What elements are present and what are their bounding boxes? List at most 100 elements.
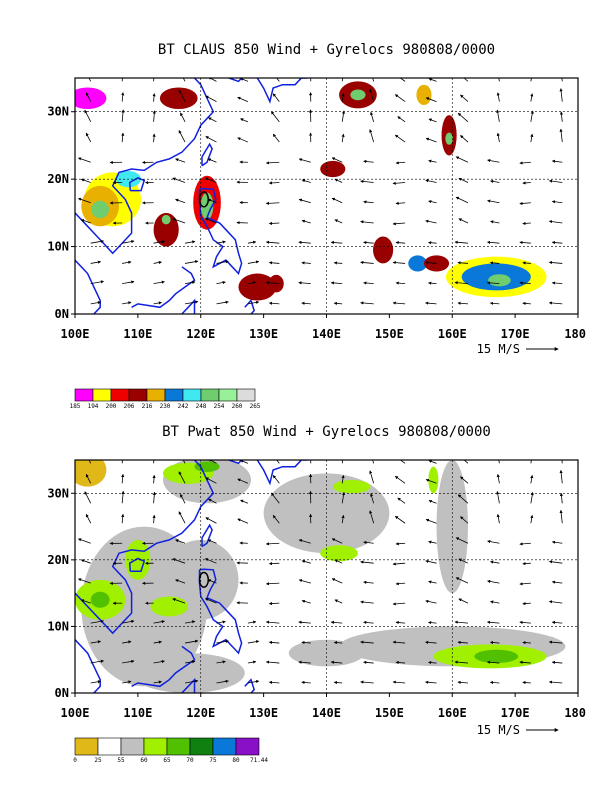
wind-vector <box>392 301 406 305</box>
wind-vector <box>77 197 91 204</box>
wind-vector <box>301 680 311 685</box>
wind-vector <box>330 660 343 664</box>
wind-vector <box>341 514 345 524</box>
wind-vector <box>360 220 374 224</box>
wind-vector <box>80 559 91 564</box>
colorbar-swatch <box>164 388 184 402</box>
wind-vector <box>237 96 249 102</box>
wind-vector <box>369 510 375 524</box>
wind-vector <box>425 219 437 224</box>
wind-vector <box>178 471 186 484</box>
x-tick-label: 170E <box>501 327 530 341</box>
shaded-region <box>320 160 346 178</box>
wind-vector <box>454 240 469 244</box>
y-tick-label: 20N <box>47 172 69 186</box>
wind-vector <box>454 620 469 624</box>
wind-vector <box>153 620 165 624</box>
wind-vector <box>458 558 469 564</box>
coastline <box>75 259 101 314</box>
wind-vector <box>122 260 132 264</box>
colorbar-swatch <box>128 388 148 402</box>
wind-vector <box>268 562 280 566</box>
wind-vector <box>208 498 217 504</box>
coastlines <box>75 78 320 314</box>
wind-vector <box>204 217 217 224</box>
cyclone-marker <box>198 571 210 588</box>
y-tick-label: 10N <box>47 619 69 633</box>
wind-vector <box>394 134 406 143</box>
wind-vector <box>90 659 105 664</box>
wind-vector <box>425 179 437 183</box>
wind-vector <box>561 460 563 464</box>
wind-vector <box>397 78 406 82</box>
wind-vector <box>334 178 343 183</box>
coastline <box>75 460 215 635</box>
wind-vector <box>85 513 92 524</box>
wind-vector <box>397 116 406 123</box>
wind-vector <box>90 640 102 644</box>
wind-vector <box>463 78 469 82</box>
wind-vector <box>207 198 217 204</box>
wind-vector <box>522 181 531 185</box>
chart-title: BT Pwat 850 Wind + Gyrelocs 980808/0000 <box>162 424 491 440</box>
wind-vector <box>216 639 229 644</box>
wind-vector <box>77 157 91 163</box>
wind-vector <box>486 281 500 285</box>
colorbar-label: 70 <box>186 757 194 764</box>
coastline <box>269 313 271 314</box>
wind-vector <box>247 679 260 684</box>
wind-vector <box>392 222 406 226</box>
wind-vector <box>341 78 344 82</box>
wind-vector <box>425 97 437 102</box>
wind-vector <box>519 281 531 285</box>
wind-vector <box>559 509 563 524</box>
vector-reference-label: 15 M/S <box>477 723 520 737</box>
x-tick-label: 110E <box>123 706 152 720</box>
wind-vector <box>490 560 500 564</box>
wind-vector <box>204 598 217 604</box>
shaded-region <box>408 255 428 272</box>
wind-vector <box>240 499 249 504</box>
wind-vector <box>522 221 531 226</box>
x-tick-label: 150E <box>375 327 404 341</box>
wind-vector <box>457 301 469 305</box>
wind-vector <box>333 301 343 306</box>
wind-vector <box>298 198 311 204</box>
wind-vector <box>268 680 280 684</box>
x-tick-label: 180 <box>564 327 586 341</box>
wind-vector <box>152 491 156 504</box>
wind-vector <box>265 620 280 624</box>
wind-vector <box>276 460 280 464</box>
wind-vector <box>178 89 186 102</box>
wind-vector <box>486 660 500 664</box>
wind-vector <box>175 579 186 584</box>
y-tick-label: 20N <box>47 553 69 567</box>
wind-vector <box>428 241 437 245</box>
wind-vector <box>369 129 375 143</box>
wind-vector <box>180 493 186 504</box>
coastlines <box>75 460 320 693</box>
wind-vector <box>369 88 375 102</box>
wind-vector <box>330 281 343 285</box>
wind-vector <box>428 499 437 504</box>
wind-vector <box>240 118 249 123</box>
x-tick-label: 140E <box>312 327 341 341</box>
wind-vector <box>363 200 374 204</box>
x-tick-label: 100E <box>61 706 90 720</box>
wind-vector <box>121 78 123 82</box>
wind-vector <box>395 241 406 245</box>
colorbar-label: 185 <box>70 403 81 410</box>
wind-vector <box>363 540 374 545</box>
coastline <box>131 645 196 688</box>
wind-vector <box>204 558 217 564</box>
wind-vector <box>298 539 311 544</box>
wind-vector <box>268 181 280 185</box>
colorbar-label: 60 <box>140 757 148 764</box>
wind-vector <box>265 660 280 664</box>
colorbar-label: 65 <box>163 757 171 764</box>
wind-vector <box>561 78 563 82</box>
wind-vector <box>333 261 343 265</box>
wind-vector <box>298 660 311 664</box>
wind-vector <box>360 560 374 564</box>
wind-vector <box>392 640 406 644</box>
